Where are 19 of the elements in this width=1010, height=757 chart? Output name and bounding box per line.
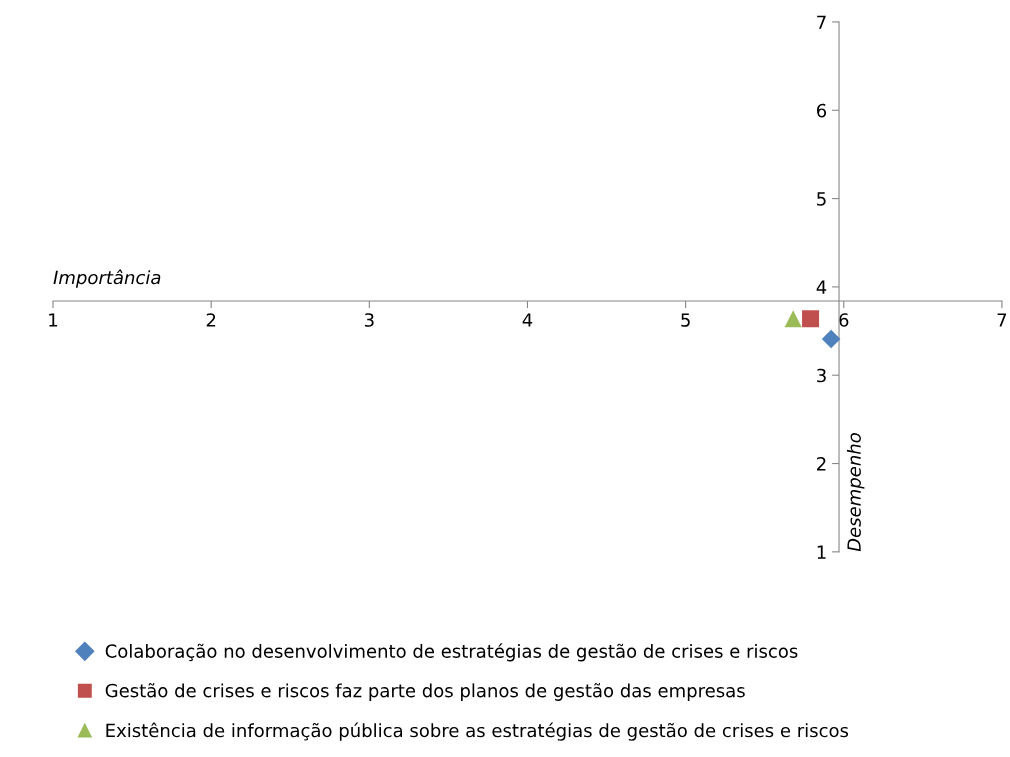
x-tick-label: 1 [49, 313, 58, 327]
x-tick-label: 4 [522, 313, 533, 327]
x-tick-label: 5 [681, 313, 690, 327]
x-tick-label: 7 [997, 313, 1007, 327]
legend-label: Colaboração no desenvolvimento de estratégias de gestão de crises e riscos [105, 643, 798, 662]
y-axis-title: Desempenho [846, 433, 865, 552]
y-tick-label: 6 [816, 103, 827, 118]
x-tick-label: 6 [839, 313, 849, 327]
x-tick-label: 2 [206, 313, 216, 327]
x-tick-label: 3 [364, 313, 374, 327]
y-tick-label: 2 [817, 457, 826, 471]
y-tick-label: 4 [816, 280, 827, 294]
y-tick-label: 1 [817, 545, 826, 559]
legend-label: Existência de informação pública sobre as estratégias de gestão de crises e riscos [106, 722, 849, 741]
legend-label: Gestão de crises e riscos faz parte dos planos de gestão das empresas [105, 683, 745, 701]
y-tick-label: 5 [817, 192, 826, 206]
y-tick-label: 3 [817, 368, 826, 383]
x-axis-title: Importância [53, 269, 161, 288]
y-tick-label: 7 [817, 15, 826, 29]
